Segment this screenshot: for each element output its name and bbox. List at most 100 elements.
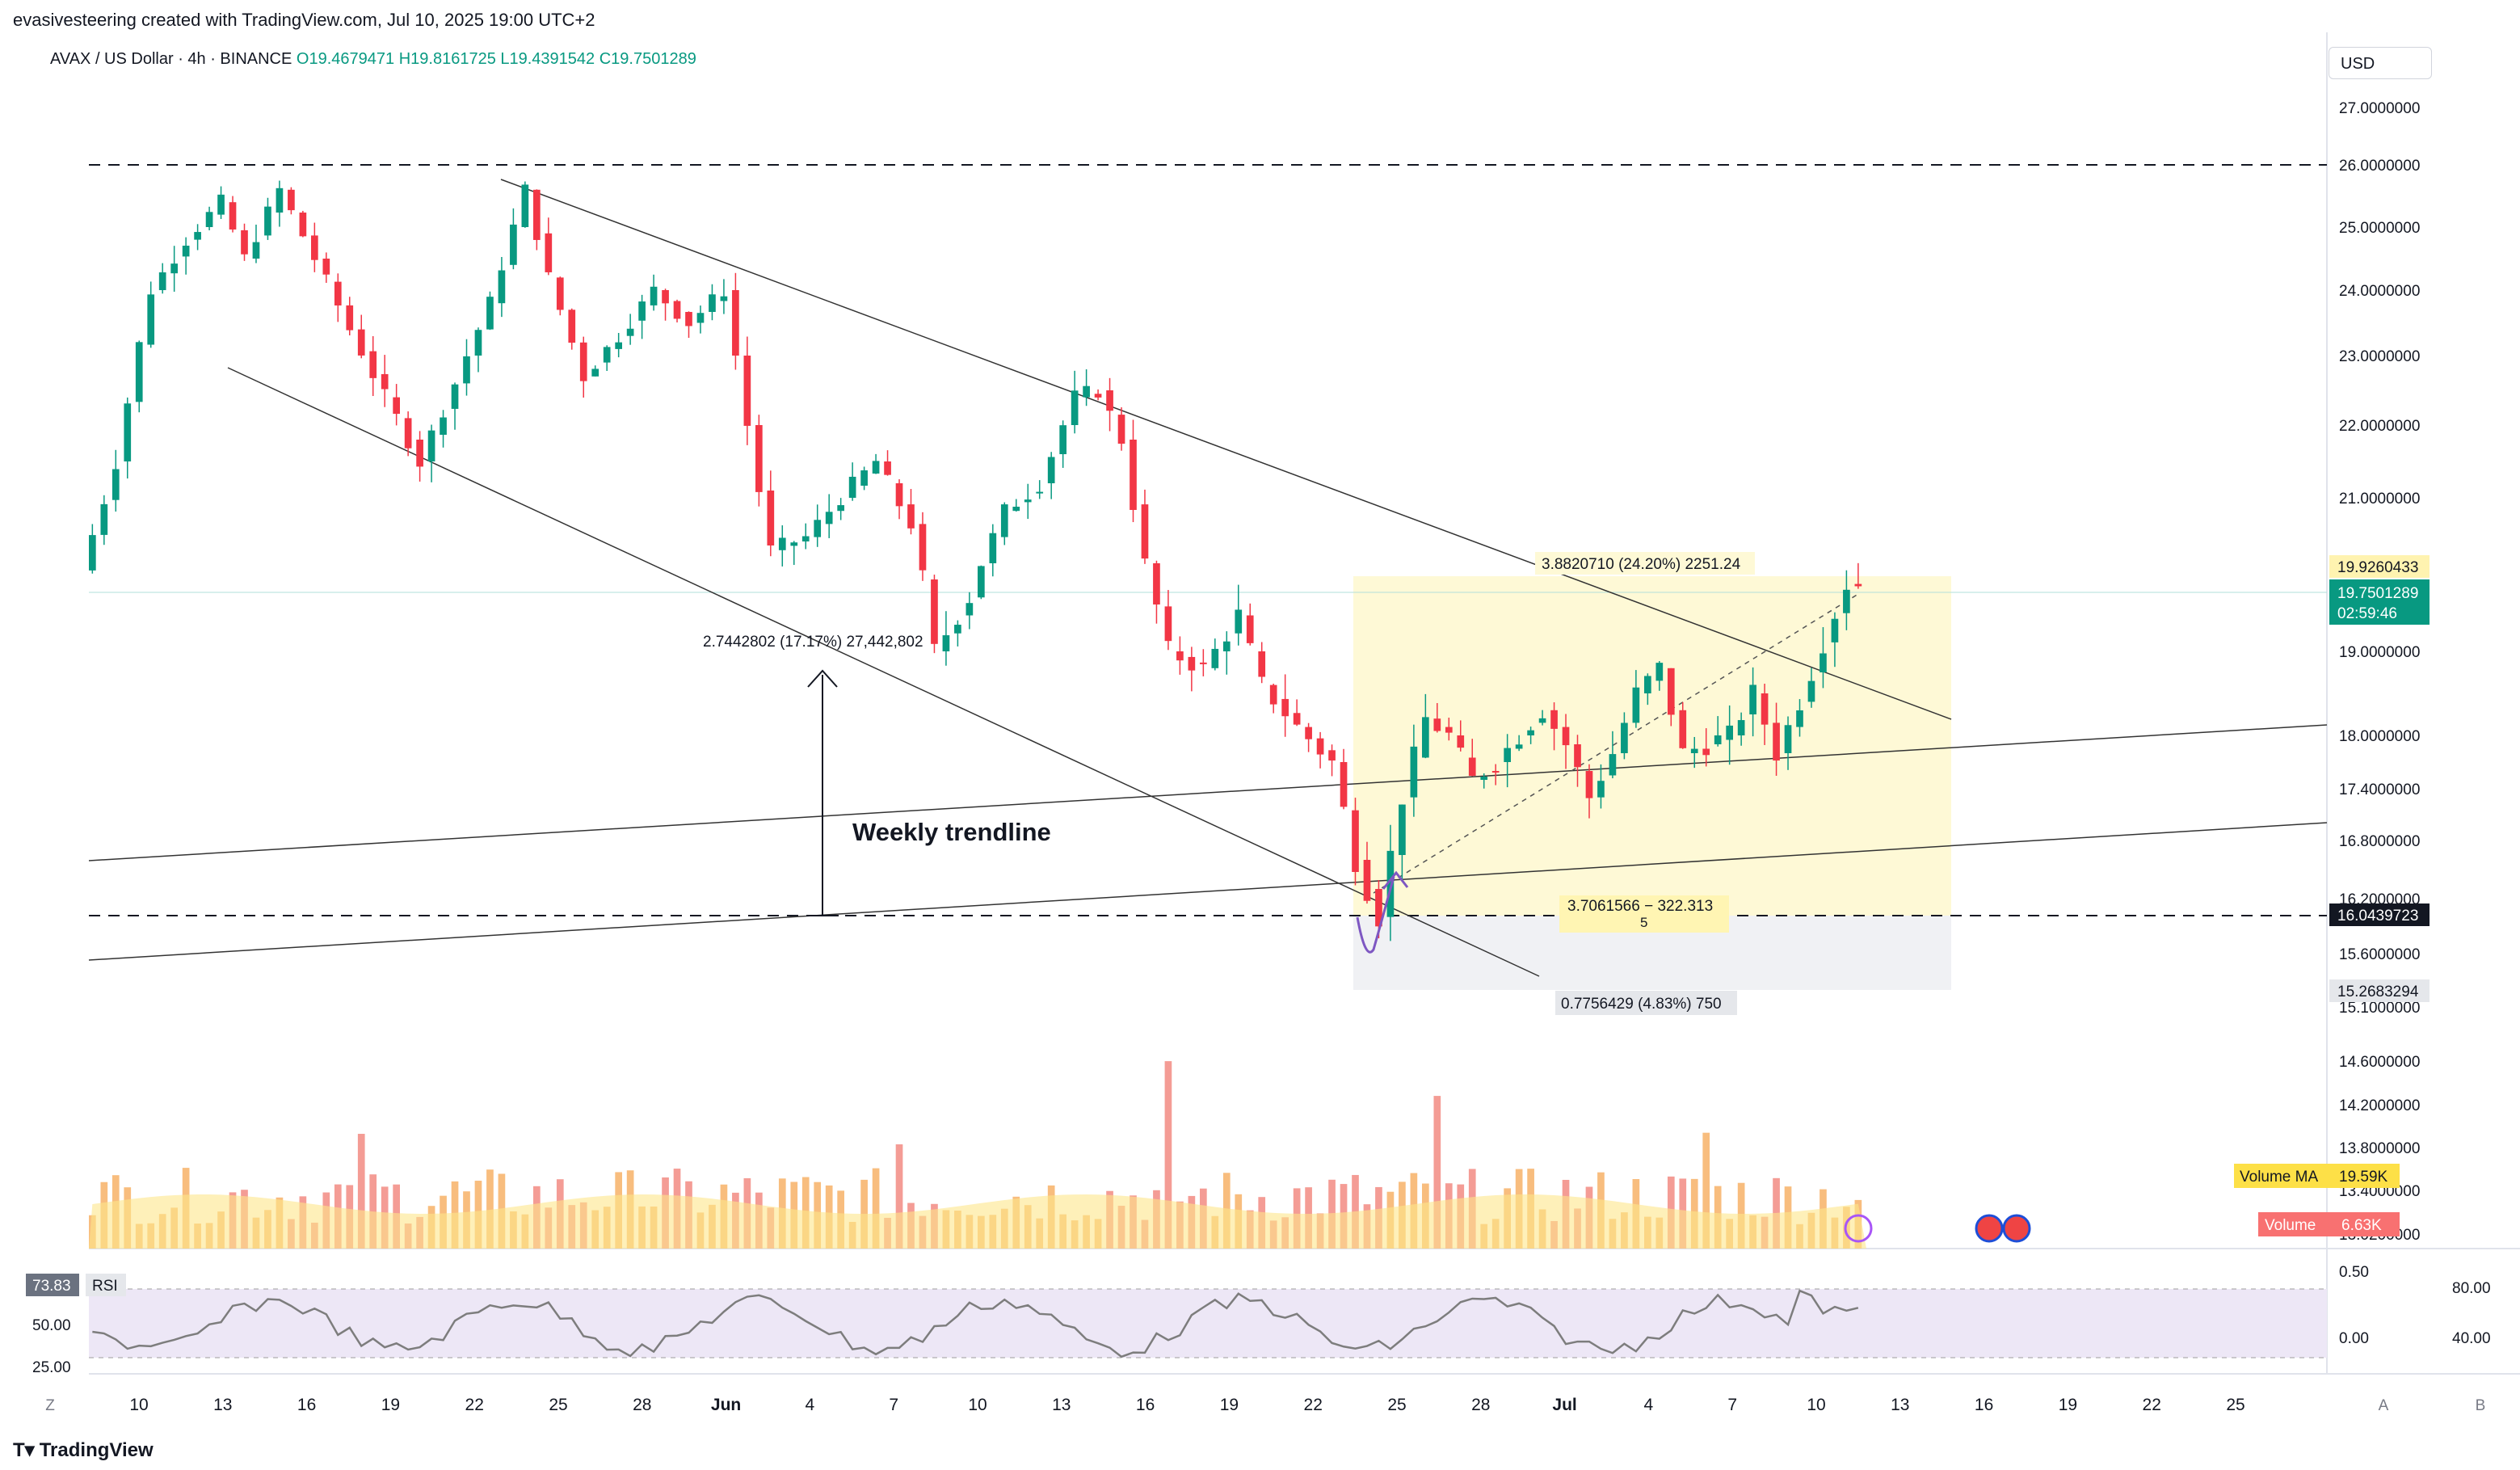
candle[interactable]: [1176, 651, 1184, 661]
candle[interactable]: [545, 233, 553, 272]
symbol-legend[interactable]: AVAX / US Dollar · 4h · BINANCE O19.4679…: [50, 50, 696, 69]
candle[interactable]: [650, 286, 658, 305]
candle[interactable]: [510, 224, 517, 265]
candle[interactable]: [884, 461, 891, 475]
candle[interactable]: [755, 425, 763, 492]
candle[interactable]: [486, 297, 494, 330]
candle[interactable]: [498, 270, 506, 304]
candle[interactable]: [1562, 727, 1570, 746]
candle[interactable]: [1222, 641, 1231, 651]
candle[interactable]: [907, 504, 915, 529]
candle[interactable]: [954, 625, 961, 634]
candle[interactable]: [229, 202, 237, 230]
candle[interactable]: [1550, 710, 1558, 729]
candle[interactable]: [1609, 754, 1617, 776]
candle[interactable]: [1410, 746, 1418, 798]
candle[interactable]: [778, 537, 786, 550]
candle[interactable]: [591, 369, 599, 377]
lightning-event-icon[interactable]: [1844, 1214, 1873, 1243]
candle[interactable]: [393, 397, 400, 415]
candle[interactable]: [1328, 750, 1336, 761]
candle[interactable]: [1527, 730, 1534, 735]
candle[interactable]: [1784, 725, 1792, 753]
candle[interactable]: [217, 194, 225, 215]
candle[interactable]: [1422, 717, 1429, 758]
candle[interactable]: [1690, 748, 1698, 753]
candle[interactable]: [1854, 583, 1862, 587]
candle[interactable]: [346, 305, 354, 331]
candle[interactable]: [369, 351, 377, 378]
candle[interactable]: [205, 212, 213, 227]
candle[interactable]: [1316, 738, 1324, 755]
currency-selector[interactable]: USD: [2329, 47, 2432, 79]
candle[interactable]: [1281, 698, 1289, 717]
candle[interactable]: [1340, 762, 1348, 807]
candle[interactable]: [474, 330, 482, 356]
candle[interactable]: [334, 281, 342, 305]
candle[interactable]: [848, 476, 856, 498]
candle[interactable]: [1047, 457, 1055, 483]
candle[interactable]: [1153, 563, 1160, 605]
candle[interactable]: [814, 520, 822, 537]
candle[interactable]: [170, 263, 178, 274]
candle[interactable]: [182, 245, 190, 257]
candle[interactable]: [1036, 491, 1044, 494]
candle[interactable]: [978, 566, 985, 598]
candle[interactable]: [1820, 653, 1827, 672]
candle[interactable]: [662, 290, 669, 304]
candle[interactable]: [1211, 648, 1219, 668]
candle[interactable]: [638, 301, 646, 321]
candle[interactable]: [1831, 618, 1839, 642]
candle[interactable]: [1117, 415, 1125, 444]
candle[interactable]: [1468, 757, 1476, 777]
candle[interactable]: [416, 440, 423, 467]
candle[interactable]: [1491, 771, 1500, 773]
candle[interactable]: [404, 418, 412, 449]
candle[interactable]: [1200, 662, 1207, 664]
us-flag-event-icon[interactable]: [2002, 1214, 2031, 1243]
candle[interactable]: [1702, 748, 1710, 756]
candle[interactable]: [1399, 804, 1406, 855]
candle[interactable]: [1773, 722, 1780, 761]
candle[interactable]: [931, 579, 938, 644]
candle[interactable]: [1737, 720, 1745, 735]
candle[interactable]: [732, 290, 739, 356]
descending-channel-upper[interactable]: [500, 179, 1952, 720]
candle[interactable]: [427, 430, 435, 461]
candle[interactable]: [837, 505, 844, 512]
candle[interactable]: [579, 342, 587, 381]
candle[interactable]: [1141, 504, 1149, 559]
candle[interactable]: [556, 277, 564, 310]
candle[interactable]: [264, 206, 271, 236]
candle[interactable]: [381, 373, 389, 390]
candle[interactable]: [241, 230, 248, 255]
candle[interactable]: [1796, 710, 1803, 727]
candle[interactable]: [1375, 889, 1382, 927]
candle[interactable]: [790, 542, 798, 546]
candle[interactable]: [1293, 713, 1301, 725]
candle[interactable]: [720, 296, 728, 301]
candle[interactable]: [1597, 781, 1605, 798]
candle[interactable]: [440, 417, 447, 435]
candle[interactable]: [989, 533, 997, 564]
candle[interactable]: [1305, 727, 1312, 739]
candle[interactable]: [1621, 722, 1628, 753]
candle[interactable]: [276, 187, 284, 213]
candle[interactable]: [1457, 735, 1465, 748]
candle[interactable]: [1059, 425, 1066, 454]
candle[interactable]: [311, 235, 318, 260]
candle[interactable]: [966, 603, 974, 616]
candle[interactable]: [1269, 684, 1277, 705]
candle[interactable]: [451, 384, 459, 409]
candle[interactable]: [1106, 390, 1113, 411]
candle[interactable]: [194, 232, 201, 240]
descending-channel-lower[interactable]: [227, 367, 1540, 977]
candle[interactable]: [1012, 507, 1020, 512]
candle[interactable]: [673, 301, 681, 319]
candle[interactable]: [1714, 735, 1722, 744]
candle[interactable]: [801, 536, 810, 542]
candle[interactable]: [872, 461, 880, 474]
candle[interactable]: [1188, 656, 1196, 671]
candle[interactable]: [1515, 744, 1523, 749]
candle[interactable]: [1000, 504, 1008, 537]
